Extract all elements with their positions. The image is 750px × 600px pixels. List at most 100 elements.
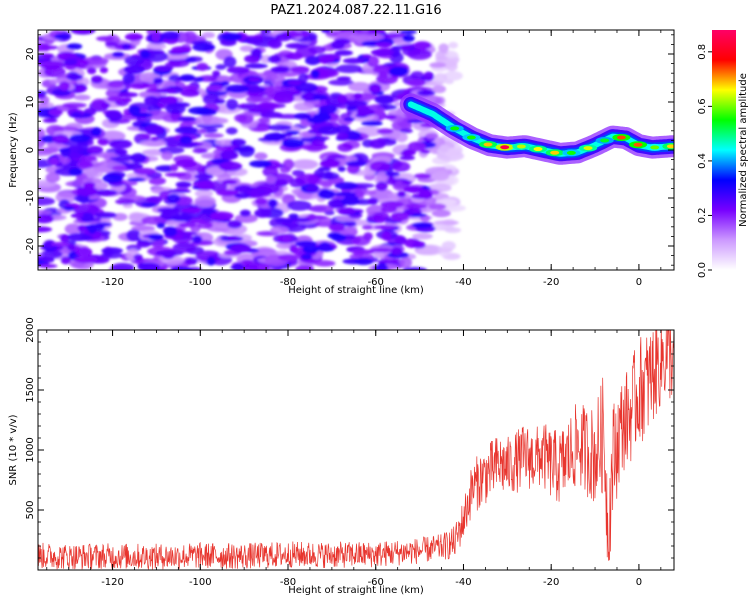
heatmap-noise-cell bbox=[295, 264, 315, 270]
heatmap-noise-cell bbox=[62, 102, 87, 109]
heatmap-noise-cell bbox=[430, 171, 450, 182]
heatmap-noise-cell bbox=[293, 112, 312, 120]
spectrogram-x-tick-label: -40 bbox=[455, 277, 471, 288]
heatmap-noise-cell bbox=[277, 254, 300, 261]
heatmap-noise-cell bbox=[282, 234, 291, 244]
heatmap-noise-cell bbox=[288, 217, 313, 223]
heatmap-noise-cell bbox=[416, 89, 436, 96]
heatmap-noise-cell bbox=[162, 251, 175, 260]
heatmap-noise-cell bbox=[129, 82, 149, 89]
heatmap-noise-cell bbox=[380, 200, 404, 209]
heatmap-noise-cell bbox=[291, 169, 305, 177]
heatmap-noise-cell bbox=[117, 92, 139, 98]
snr-x-tick-label: -60 bbox=[368, 577, 384, 588]
heatmap-ridge-core bbox=[616, 135, 626, 140]
colorbar-tick-label: 0.4 bbox=[697, 153, 708, 169]
heatmap-noise-cell bbox=[336, 76, 352, 81]
spectrogram-y-ticks: -20 -10 0 10 20 bbox=[25, 34, 674, 266]
heatmap-noise-cell bbox=[399, 155, 416, 161]
heatmap-noise-cell bbox=[321, 180, 333, 188]
heatmap-noise-cell bbox=[233, 146, 255, 153]
heatmap-noise-cell bbox=[192, 43, 216, 52]
heatmap-noise-cell bbox=[68, 167, 83, 176]
heatmap-noise-cell bbox=[65, 145, 86, 153]
heatmap-noise-cell bbox=[251, 48, 263, 57]
heatmap-noise-cell bbox=[109, 139, 133, 149]
heatmap-noise-cell bbox=[105, 41, 118, 47]
heatmap-noise-cell bbox=[367, 197, 379, 205]
heatmap-noise-cell bbox=[164, 61, 182, 68]
heatmap-noise-cell bbox=[347, 221, 357, 227]
heatmap-noise-cell bbox=[153, 77, 164, 85]
heatmap-noise-cell bbox=[85, 223, 105, 232]
heatmap-noise-cell bbox=[254, 208, 272, 218]
heatmap-noise-cell bbox=[374, 42, 393, 48]
heatmap-noise-cell bbox=[123, 65, 145, 75]
heatmap-noise-cell bbox=[66, 43, 83, 50]
heatmap-noise-cell bbox=[327, 232, 342, 240]
heatmap-noise-cell bbox=[60, 256, 71, 265]
heatmap-noise-cell bbox=[261, 86, 288, 93]
heatmap-noise-cell bbox=[230, 243, 252, 253]
heatmap-noise-cell bbox=[378, 71, 388, 80]
heatmap-noise-cell bbox=[170, 214, 193, 222]
heatmap-noise-cell bbox=[179, 135, 193, 145]
heatmap-noise-cell bbox=[288, 213, 299, 219]
heatmap-noise-cell bbox=[399, 257, 412, 269]
heatmap-noise-cell bbox=[361, 224, 373, 230]
heatmap-noise-cell bbox=[79, 161, 91, 166]
heatmap-noise-cell bbox=[324, 171, 334, 179]
heatmap-noise-cell bbox=[67, 244, 76, 251]
heatmap-noise-cell bbox=[201, 32, 215, 39]
heatmap-noise-cell bbox=[234, 113, 248, 123]
heatmap-noise-cell bbox=[244, 85, 266, 93]
heatmap-noise-cell bbox=[154, 65, 174, 72]
heatmap-noise-cell bbox=[400, 44, 413, 50]
heatmap-noise-cell bbox=[175, 159, 197, 168]
heatmap-noise-cell bbox=[317, 189, 336, 200]
colorbar: 0.0 0.2 0.4 0.6 0.8 Normalized spectral ampl… bbox=[697, 30, 749, 278]
heatmap-noise-cell bbox=[444, 53, 460, 58]
heatmap-noise-cell bbox=[104, 109, 122, 120]
spectrogram-x-tick-label: -80 bbox=[280, 277, 296, 288]
heatmap-noise-cell bbox=[273, 93, 295, 104]
heatmap-noise-cell bbox=[348, 81, 372, 92]
heatmap-noise-cell bbox=[225, 127, 238, 135]
heatmap-noise-cell bbox=[172, 242, 197, 253]
heatmap-noise-cell bbox=[374, 94, 395, 105]
heatmap-noise-cell bbox=[192, 235, 203, 244]
heatmap-noise-cell bbox=[337, 166, 346, 172]
heatmap-noise-cell bbox=[194, 195, 216, 208]
snr-y-ticks: 500 1000 1500 2000 bbox=[25, 317, 674, 571]
heatmap-noise-cell bbox=[225, 84, 250, 93]
heatmap-noise-cell bbox=[206, 256, 216, 266]
spectrogram-x-tick-label: 0 bbox=[636, 277, 642, 288]
heatmap-noise-cell bbox=[329, 224, 345, 232]
spectrogram-y-tick-label: 20 bbox=[25, 48, 36, 61]
heatmap-noise-cell bbox=[363, 232, 373, 241]
heatmap-noise-cell bbox=[184, 57, 197, 63]
spectrogram-y-tick-label: 0 bbox=[25, 147, 36, 153]
heatmap-noise-cell bbox=[407, 48, 432, 60]
heatmap-noise-cell bbox=[38, 214, 54, 224]
heatmap-noise-cell bbox=[42, 118, 58, 123]
heatmap-noise-cell bbox=[144, 95, 160, 106]
heatmap-noise-cell bbox=[293, 102, 315, 112]
heatmap-noise-cell bbox=[284, 52, 303, 61]
heatmap-noise-cell bbox=[248, 77, 261, 82]
heatmap-noise-cell bbox=[155, 87, 176, 94]
heatmap-noise-cell bbox=[241, 259, 254, 264]
snr-x-tick-label: -40 bbox=[455, 577, 471, 588]
heatmap-noise-cell bbox=[413, 41, 432, 50]
heatmap-noise-cell bbox=[45, 172, 61, 183]
heatmap-noise-cell bbox=[289, 178, 305, 188]
heatmap-noise-cell bbox=[372, 212, 390, 221]
heatmap-noise-cell bbox=[42, 257, 55, 263]
heatmap-noise-cell bbox=[156, 222, 166, 229]
heatmap-noise-cell bbox=[274, 218, 295, 224]
heatmap-noise-cell bbox=[369, 248, 393, 253]
heatmap-noise-cell bbox=[178, 222, 197, 228]
heatmap-noise-cell bbox=[431, 209, 451, 218]
heatmap-noise-cell bbox=[69, 134, 91, 143]
